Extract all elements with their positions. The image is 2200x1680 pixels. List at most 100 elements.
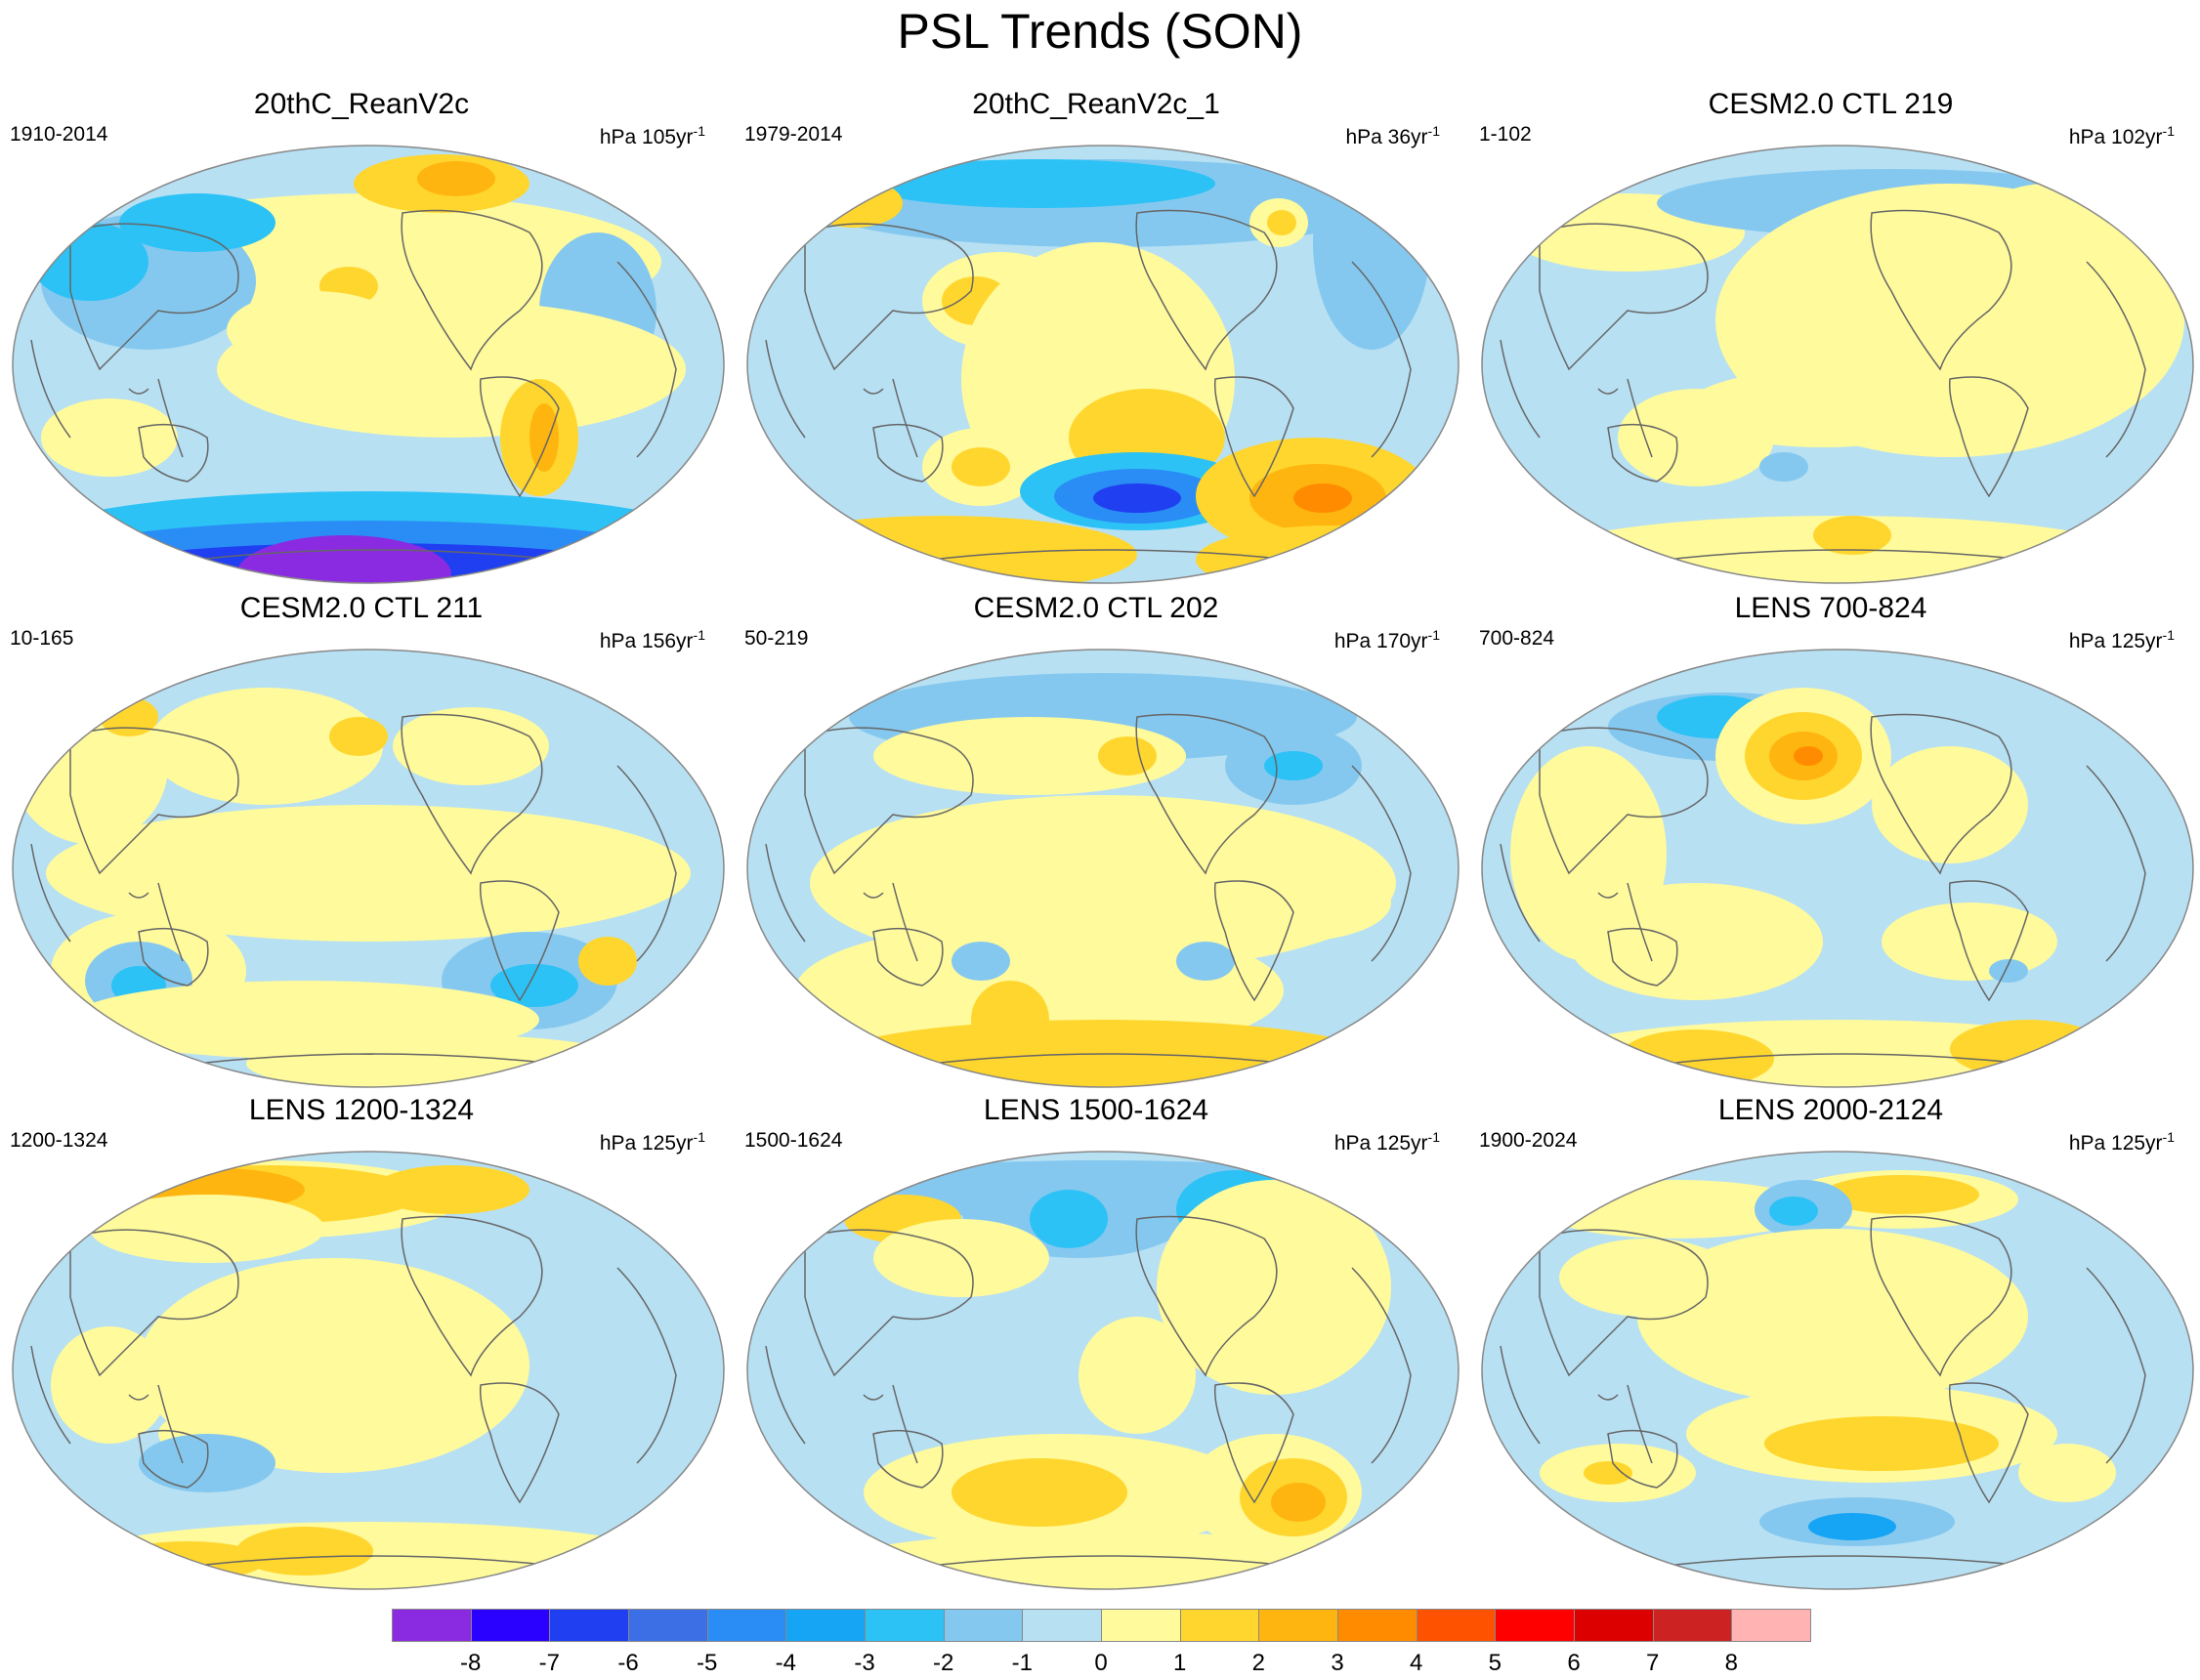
panel-period: 1200-1324 — [10, 1129, 108, 1152]
coastline — [138, 1429, 209, 1489]
trend-contour — [873, 717, 1186, 795]
panel-units: hPa 102yr-1 — [2068, 123, 2175, 148]
panel-period: 700-824 — [1479, 627, 1555, 650]
coastline — [1597, 882, 1653, 962]
trend-contour — [1882, 903, 2057, 981]
panel-period: 10-165 — [10, 627, 74, 650]
colorbar-swatch — [1022, 1609, 1102, 1642]
coastline — [69, 727, 239, 875]
panel-units: hPa 125yr-1 — [1333, 1129, 1440, 1155]
coastline — [616, 765, 677, 962]
coastline — [616, 261, 677, 458]
colorbar-tick-label: -8 — [459, 1650, 482, 1676]
coastline — [765, 1345, 806, 1445]
map-border — [12, 145, 725, 584]
colorbar-tick-label: 2 — [1251, 1650, 1265, 1676]
trend-contour — [236, 1527, 373, 1575]
colorbar-swatch — [1574, 1609, 1654, 1642]
coastline — [1135, 209, 1278, 371]
colorbar-swatch — [1337, 1609, 1417, 1642]
colorbar-swatch — [470, 1609, 551, 1642]
coastline — [128, 882, 184, 962]
trend-contour — [1813, 516, 1891, 555]
coastline — [1500, 339, 1541, 439]
trend-contour — [41, 399, 178, 477]
panel-period: 1900-2024 — [1479, 1129, 1578, 1152]
colorbar-tick-label: 6 — [1567, 1650, 1581, 1676]
map-panel: LENS 1200-1324 1200-1324 hPa 125yr-1 — [0, 1092, 725, 1590]
coastline — [30, 843, 71, 943]
trend-contour — [236, 535, 451, 583]
coastline — [863, 378, 918, 458]
coastline — [1870, 209, 2012, 371]
colorbar-tick-label: -3 — [854, 1650, 875, 1676]
trend-contour — [1769, 1197, 1818, 1226]
trend-contour — [119, 193, 275, 252]
map-panel: LENS 700-824 700-824 hPa 125yr-1 — [1469, 590, 2194, 1088]
trend-contour — [1764, 1416, 1999, 1471]
trend-map — [12, 1151, 725, 1590]
panel-title: 20thC_ReanV2c_1 — [972, 88, 1220, 120]
colorbar-tick-label: 7 — [1645, 1650, 1660, 1676]
trend-map — [1481, 649, 2194, 1088]
coastline — [138, 423, 209, 483]
colorbar-swatch — [1179, 1609, 1260, 1642]
trend-contour — [490, 964, 578, 1007]
coastline — [765, 339, 806, 439]
panel-units: hPa 170yr-1 — [1333, 627, 1440, 652]
colorbar-tick-label: -7 — [538, 1650, 560, 1676]
trend-map — [12, 145, 725, 584]
coastline — [1539, 727, 1709, 875]
trend-contour — [1093, 483, 1181, 513]
coastline — [128, 1384, 184, 1464]
colorbar-swatch — [943, 1609, 1024, 1642]
coastline — [1213, 1382, 1294, 1504]
trend-contour — [1176, 942, 1235, 981]
colorbar-tick-label: 1 — [1172, 1650, 1187, 1676]
map-panel: LENS 1500-1624 1500-1624 hPa 125yr-1 — [735, 1092, 1460, 1590]
map-border — [746, 145, 1460, 584]
page-title: PSL Trends (SON) — [897, 4, 1303, 59]
coastline — [1607, 927, 1678, 987]
trend-contour — [952, 1458, 1127, 1527]
panel-units: hPa 36yr-1 — [1345, 123, 1440, 148]
colorbar-tick-label: 8 — [1724, 1650, 1738, 1676]
map-border — [12, 1151, 725, 1590]
trend-map — [12, 649, 725, 1088]
trend-contour — [1569, 883, 1823, 1000]
coastline — [1870, 713, 2012, 875]
coastline — [804, 223, 974, 371]
trend-contour — [1313, 146, 1430, 350]
trend-contour — [1098, 736, 1157, 776]
coastline — [479, 376, 560, 498]
map-panel: CESM2.0 CTL 211 10-165 hPa 156yr-1 — [0, 590, 725, 1088]
coastline — [1597, 378, 1653, 458]
trend-contour — [2018, 1444, 2116, 1502]
coastline — [479, 880, 560, 1002]
map-border — [1481, 1151, 2194, 1590]
coastline — [69, 223, 239, 371]
trend-contour — [864, 159, 1215, 208]
colorbar-tick-label: 3 — [1331, 1650, 1344, 1676]
colorbar-swatch — [1416, 1609, 1497, 1642]
trend-contour — [1293, 483, 1352, 513]
trend-contour — [417, 161, 495, 196]
coastline — [1213, 376, 1294, 498]
trend-contour — [1759, 452, 1808, 482]
trend-contour — [1618, 1029, 1774, 1087]
trend-contour — [1196, 863, 1391, 942]
panel-period: 1500-1624 — [744, 1129, 843, 1152]
trend-contour — [227, 291, 402, 369]
coastline — [1539, 223, 1709, 371]
coastline — [1500, 1345, 1541, 1445]
trend-contour — [393, 707, 549, 785]
coastline — [1607, 1429, 1678, 1489]
coastline — [128, 378, 184, 458]
coastline — [1135, 713, 1278, 875]
coastline — [30, 1345, 71, 1445]
trend-contour — [1271, 1483, 1326, 1522]
trend-contour — [873, 1219, 1049, 1297]
coastline — [1948, 880, 2029, 1002]
coastline — [1948, 376, 2029, 498]
trend-contour — [148, 688, 383, 805]
